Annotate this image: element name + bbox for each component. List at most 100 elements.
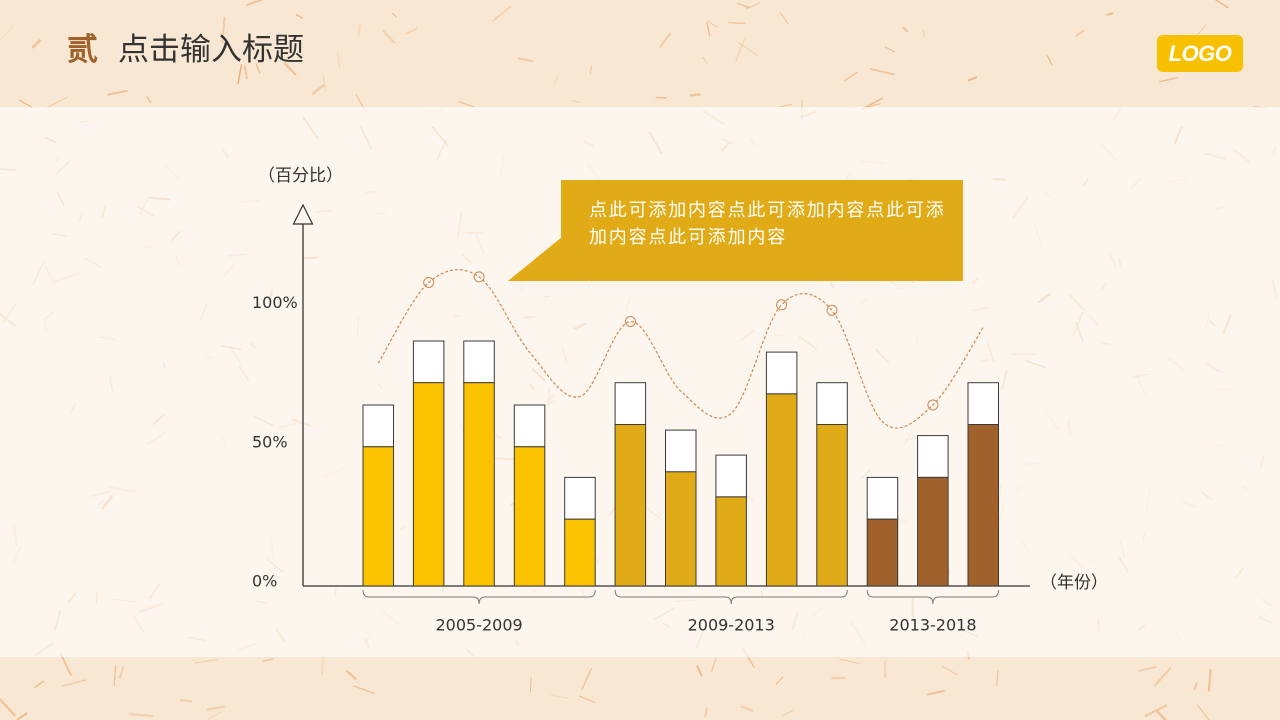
paper-fleck [357, 23, 361, 38]
paper-fleck [206, 705, 226, 711]
paper-fleck [246, 0, 263, 6]
paper-fleck [1046, 55, 1053, 66]
bar-upper-segment [917, 435, 949, 478]
paper-fleck [207, 710, 224, 720]
paper-fleck [382, 30, 396, 44]
paper-fleck [926, 690, 945, 696]
y-tick-labels: 100% 50% 0% [252, 293, 298, 591]
paper-fleck [34, 680, 45, 689]
bar-upper-segment [715, 454, 747, 498]
bars [362, 340, 999, 587]
bar [513, 446, 546, 587]
bar-upper-segment [513, 404, 546, 448]
paper-fleck [128, 712, 154, 718]
bar [362, 446, 394, 587]
paper-fleck [107, 89, 128, 96]
paper-fleck [243, 65, 248, 80]
paper-fleck [322, 74, 327, 93]
group-brace [362, 589, 596, 605]
paper-fleck [146, 95, 152, 104]
paper-fleck [492, 5, 512, 22]
paper-fleck [902, 26, 909, 33]
paper-fleck [0, 698, 16, 717]
paper-fleck [779, 12, 789, 25]
bar-upper-segment [614, 382, 647, 426]
paper-fleck [517, 57, 534, 63]
bar-upper-segment [866, 476, 899, 520]
y-axis-label: （百分比） [258, 166, 343, 186]
x-group-label: 2005-2009 [435, 616, 522, 635]
paper-fleck [707, 20, 718, 28]
paper-fleck [262, 658, 274, 662]
paper-fleck [728, 21, 746, 25]
curve-marker [423, 277, 435, 288]
logo-text: LOGO [1168, 40, 1232, 66]
paper-fleck [320, 655, 325, 676]
bar [967, 424, 999, 587]
paper-fleck [740, 705, 754, 712]
curve-marker [473, 271, 485, 283]
page-title[interactable]: 点击输入标题 [118, 32, 304, 68]
paper-fleck [391, 12, 397, 18]
bar [564, 518, 596, 587]
bar [715, 496, 747, 587]
paper-fleck [1207, 668, 1212, 692]
paper-fleck [194, 658, 219, 664]
bar [463, 382, 495, 587]
paper-fleck [179, 699, 193, 703]
paper-fleck [31, 39, 41, 49]
y-axis-arrow [292, 203, 314, 225]
paper-fleck [1214, 0, 1229, 9]
paper-fleck [16, 712, 28, 720]
paper-fleck [922, 30, 926, 37]
paper-fleck [780, 103, 792, 108]
paper-fleck [553, 76, 558, 85]
bar-upper-segment [412, 340, 445, 384]
x-group-labels: 2005-2009 2009-2013 2013-2018 [362, 589, 999, 635]
paper-fleck [1193, 682, 1198, 691]
paper-fleck [689, 93, 701, 97]
bar [917, 476, 949, 587]
bar-upper-segment [564, 476, 596, 520]
logo-badge: LOGO [1157, 35, 1243, 72]
bar-upper-segment [967, 382, 999, 426]
bar [765, 393, 798, 587]
x-group-label: 2009-2013 [688, 616, 775, 635]
group-brace [614, 589, 848, 605]
paper-fleck [839, 658, 860, 665]
callout-text[interactable]: 点此可添加内容点此可添加内容点此可添加内容点此可添加内容 [589, 200, 946, 248]
paper-fleck [581, 668, 593, 690]
paper-fleck [0, 24, 15, 42]
curve-marker [826, 304, 838, 316]
paper-fleck [1138, 666, 1157, 672]
paper-fleck [942, 665, 958, 676]
paper-fleck [996, 670, 999, 687]
paper-fleck [311, 84, 325, 95]
paper-fleck [118, 666, 125, 679]
paper-fleck [337, 52, 341, 70]
bar [614, 424, 647, 587]
section-number: 贰 [67, 32, 98, 68]
x-group-label: 2013-2018 [889, 616, 976, 635]
paper-fleck [737, 41, 759, 57]
paper-fleck [1154, 667, 1171, 687]
paper-fleck [1159, 76, 1179, 83]
paper-fleck [659, 32, 672, 48]
paper-fleck [589, 65, 593, 75]
paper-fleck [711, 658, 717, 672]
bar-upper-segment [463, 340, 495, 384]
bar [665, 471, 697, 587]
bar-upper-segment [816, 382, 848, 426]
paper-fleck [702, 56, 708, 64]
paper-fleck [1144, 704, 1168, 718]
paper-fleck [884, 46, 896, 53]
y-tick-label: 50% [252, 432, 288, 451]
paper-fleck [571, 99, 581, 104]
paper-fleck [353, 685, 376, 695]
bar-upper-segment [765, 351, 798, 395]
paper-fleck [61, 679, 87, 687]
paper-fleck [1075, 29, 1086, 37]
paper-fleck [60, 653, 72, 676]
group-brace [866, 589, 999, 605]
